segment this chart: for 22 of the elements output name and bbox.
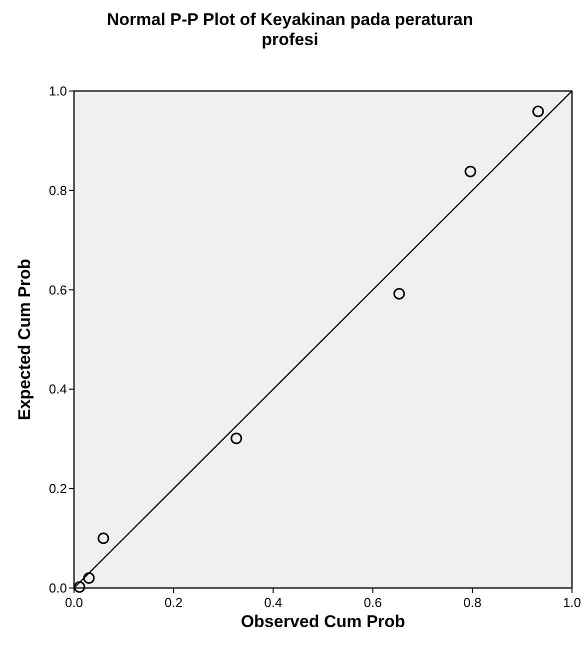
y-axis-title: Expected Cum Prob	[15, 258, 34, 420]
x-axis-title: Observed Cum Prob	[240, 612, 406, 631]
x-tick-label: 1.0	[562, 595, 582, 610]
y-tick-label: 1.0	[48, 84, 67, 98]
y-tick-label: 0.2	[48, 481, 67, 496]
point	[230, 432, 242, 444]
y-tick-label: 0.6	[48, 282, 67, 298]
point	[464, 166, 476, 178]
point	[83, 572, 95, 584]
x-tick-label: 0.6	[364, 595, 382, 610]
x-tick-label: 0.8	[463, 595, 482, 610]
x-tick-label: 0.4	[264, 595, 282, 610]
chart-title: Normal P-P Plot of Keyakinan pada peraturan profesi	[106, 10, 474, 49]
point	[393, 288, 405, 300]
point	[98, 532, 110, 544]
x-tick-label: 0.0	[64, 595, 84, 610]
y-tick-label: 0.0	[48, 580, 67, 596]
point	[532, 106, 544, 118]
y-tick-label: 0.4	[48, 382, 67, 397]
y-tick-label: 0.8	[48, 182, 67, 198]
point	[74, 581, 86, 593]
x-tick-label: 0.2	[164, 595, 183, 610]
